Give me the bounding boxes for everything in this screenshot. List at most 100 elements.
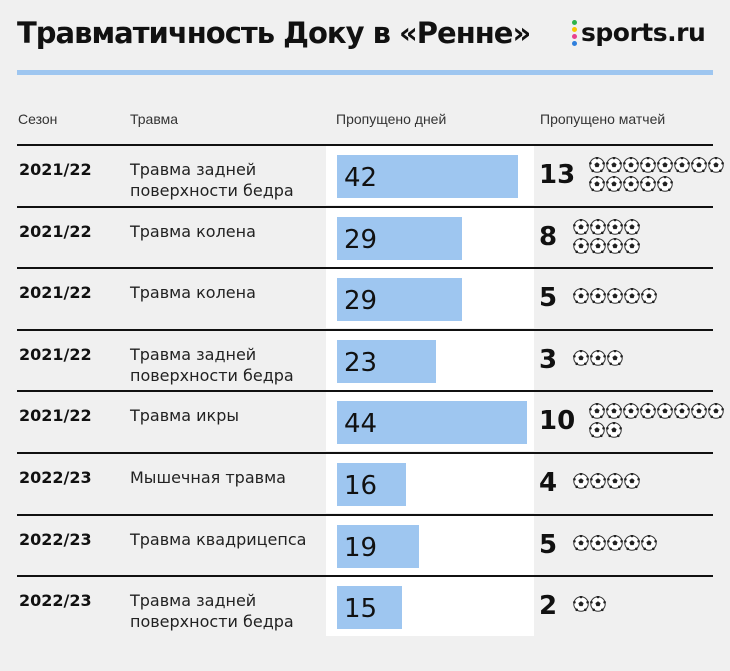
football-icon bbox=[640, 175, 656, 192]
football-icon bbox=[607, 534, 623, 551]
logo-text: sports.ru bbox=[581, 18, 706, 47]
football-icon bbox=[589, 402, 605, 420]
football-icon bbox=[607, 349, 623, 366]
season-cell: 2022/23 bbox=[19, 591, 92, 611]
football-icon bbox=[691, 402, 707, 420]
logo-dot bbox=[572, 26, 577, 32]
days-value-label: 19 bbox=[344, 532, 378, 563]
season-cell: 2022/23 bbox=[19, 468, 92, 487]
football-icon bbox=[589, 175, 605, 192]
football-icon bbox=[657, 156, 673, 173]
football-icon bbox=[623, 175, 639, 192]
injury-cell: Травма задней поверхности бедра bbox=[130, 344, 294, 385]
football-icon bbox=[590, 595, 606, 612]
logo-dot bbox=[572, 40, 577, 46]
table-row: 2022/23 Травма квадрицепса 19 5 bbox=[17, 513, 713, 575]
matches-value-label: 5 bbox=[539, 283, 558, 314]
days-bar bbox=[337, 278, 462, 322]
football-icon bbox=[641, 287, 657, 304]
logo-dot bbox=[572, 33, 577, 39]
table-row: 2022/23 Мышечная травма 16 4 bbox=[17, 452, 713, 513]
header-divider bbox=[17, 70, 713, 75]
matches-value-label: 3 bbox=[539, 344, 558, 375]
football-icon bbox=[708, 156, 724, 173]
injury-cell: Травма квадрицепса bbox=[130, 529, 307, 549]
matches-value-label: 10 bbox=[539, 406, 576, 437]
sports-ru-logo: sports.ru bbox=[572, 18, 706, 47]
table-row: 2021/22 Травма задней поверхности бедра 42… bbox=[17, 144, 724, 205]
days-bar bbox=[337, 524, 419, 568]
column-header-matches: Пропущено матчей bbox=[540, 111, 666, 127]
football-icon bbox=[590, 287, 606, 304]
football-icon bbox=[623, 156, 639, 173]
football-icon bbox=[590, 472, 606, 489]
injury-cell: Травма колена bbox=[130, 283, 256, 303]
injury-cell: Травма задней поверхности бедра bbox=[130, 160, 294, 200]
row-divider bbox=[17, 328, 713, 331]
football-icon bbox=[624, 237, 640, 254]
column-header-days: Пропущено дней bbox=[336, 111, 447, 127]
injury-cell: Травма икры bbox=[130, 406, 239, 426]
football-icon bbox=[590, 218, 606, 235]
chart-title: Травматичность Доку в «Ренне» bbox=[17, 16, 531, 50]
row-divider bbox=[17, 575, 713, 578]
days-bar bbox=[337, 463, 406, 506]
days-value-label: 29 bbox=[344, 224, 378, 255]
football-icon bbox=[590, 237, 606, 254]
days-bar bbox=[337, 339, 436, 383]
football-icon bbox=[573, 237, 589, 254]
football-icon bbox=[607, 237, 623, 254]
football-icon bbox=[606, 402, 622, 420]
match-balls bbox=[589, 402, 729, 440]
column-header-season: Сезон bbox=[18, 111, 58, 127]
row-divider bbox=[17, 267, 713, 270]
season-cell: 2021/22 bbox=[19, 160, 92, 179]
football-icon bbox=[573, 218, 589, 235]
days-bar bbox=[337, 401, 527, 445]
match-balls bbox=[573, 534, 718, 553]
football-icon bbox=[640, 402, 656, 420]
days-value-label: 42 bbox=[344, 163, 378, 193]
season-cell: 2021/22 bbox=[19, 344, 92, 364]
football-icon bbox=[691, 156, 707, 173]
match-balls bbox=[573, 472, 718, 491]
season-cell: 2021/22 bbox=[19, 406, 92, 426]
football-icon bbox=[573, 472, 589, 489]
table-row: 2021/22 Травма колена 29 8 bbox=[17, 205, 713, 267]
matches-value-label: 2 bbox=[539, 591, 558, 622]
matches-value-label: 13 bbox=[539, 160, 576, 190]
football-icon bbox=[674, 402, 690, 420]
football-icon bbox=[624, 472, 640, 489]
match-balls bbox=[573, 287, 718, 306]
football-icon bbox=[624, 534, 640, 551]
matches-value-label: 5 bbox=[539, 529, 558, 560]
matches-value-label: 4 bbox=[539, 468, 558, 498]
football-icon bbox=[589, 421, 605, 439]
football-icon bbox=[624, 287, 640, 304]
match-balls bbox=[573, 218, 653, 256]
football-icon bbox=[657, 175, 673, 192]
football-icon bbox=[641, 534, 657, 551]
injury-cell: Травма колена bbox=[130, 221, 256, 241]
match-balls bbox=[573, 349, 718, 368]
table-row: 2021/22 Травма икры 44 10 bbox=[17, 390, 724, 452]
season-cell: 2021/22 bbox=[19, 221, 92, 241]
table-row: 2021/22 Травма колена 29 5 bbox=[17, 267, 713, 329]
football-icon bbox=[606, 421, 622, 439]
football-icon bbox=[640, 156, 656, 173]
row-divider bbox=[17, 390, 713, 393]
football-icon bbox=[573, 349, 589, 366]
football-icon bbox=[590, 534, 606, 551]
injury-cell: Мышечная травма bbox=[130, 468, 286, 487]
row-divider bbox=[17, 205, 713, 208]
days-bar bbox=[337, 216, 462, 260]
football-icon bbox=[589, 156, 605, 173]
football-icon bbox=[657, 402, 673, 420]
match-balls bbox=[573, 595, 718, 614]
days-bar bbox=[337, 155, 518, 198]
football-icon bbox=[607, 287, 623, 304]
football-icon bbox=[674, 156, 690, 173]
days-value-label: 23 bbox=[344, 347, 378, 378]
table-row: 2022/23 Травма задней поверхности бедра 15… bbox=[17, 575, 713, 637]
days-value-label: 44 bbox=[344, 409, 378, 440]
